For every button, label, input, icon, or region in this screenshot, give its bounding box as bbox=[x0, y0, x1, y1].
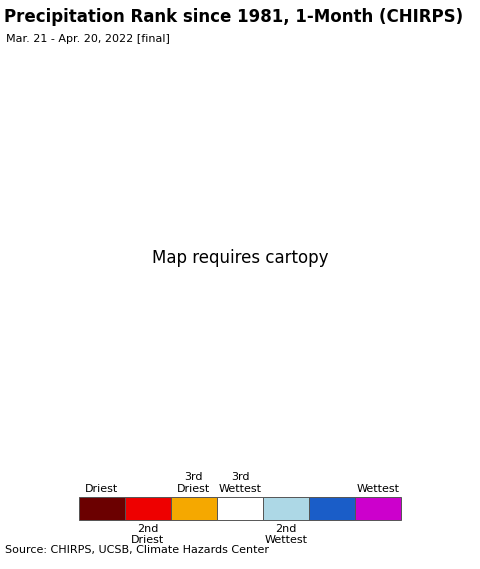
Text: 2nd
Wettest: 2nd Wettest bbox=[264, 523, 308, 545]
Text: 3rd
Wettest: 3rd Wettest bbox=[218, 472, 262, 494]
FancyBboxPatch shape bbox=[355, 497, 401, 521]
FancyBboxPatch shape bbox=[217, 497, 263, 521]
FancyBboxPatch shape bbox=[171, 497, 217, 521]
FancyBboxPatch shape bbox=[79, 497, 124, 521]
Text: 2nd
Driest: 2nd Driest bbox=[131, 523, 165, 545]
Text: Map requires cartopy: Map requires cartopy bbox=[152, 249, 328, 267]
FancyBboxPatch shape bbox=[309, 497, 355, 521]
Text: Driest: Driest bbox=[85, 484, 119, 494]
FancyBboxPatch shape bbox=[263, 497, 309, 521]
Text: Source: CHIRPS, UCSB, Climate Hazards Center: Source: CHIRPS, UCSB, Climate Hazards Ce… bbox=[5, 545, 269, 555]
Text: Wettest: Wettest bbox=[357, 484, 400, 494]
FancyBboxPatch shape bbox=[125, 497, 170, 521]
Text: Precipitation Rank since 1981, 1-Month (CHIRPS): Precipitation Rank since 1981, 1-Month (… bbox=[4, 9, 463, 26]
Text: Mar. 21 - Apr. 20, 2022 [final]: Mar. 21 - Apr. 20, 2022 [final] bbox=[6, 34, 169, 44]
Text: 3rd
Driest: 3rd Driest bbox=[177, 472, 211, 494]
